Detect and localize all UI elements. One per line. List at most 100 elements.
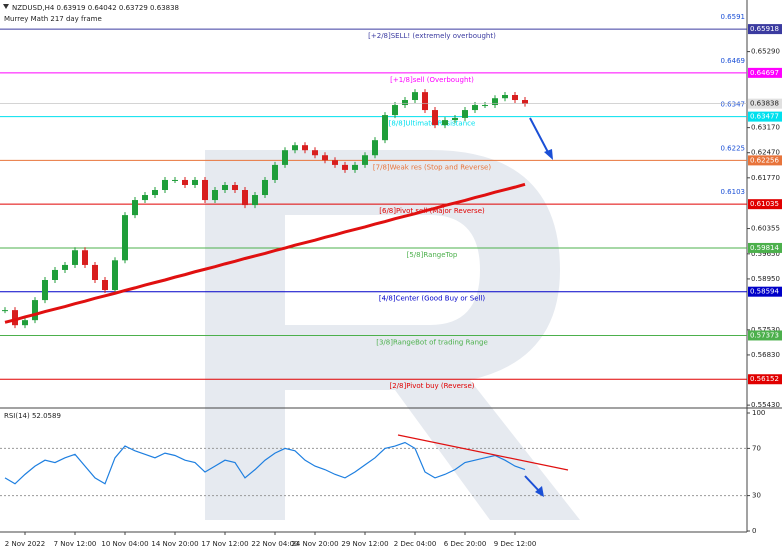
y-tick-label: 0.65290 [751,48,780,56]
candle-body [332,160,338,165]
rsi-title: RSI(14) 52.0589 [4,412,61,420]
level-value: 0.64697 [750,69,779,77]
x-tick-label: 17 Nov 12:00 [201,540,248,548]
candle-body [162,179,168,191]
candle-body [342,164,348,170]
level-value: 0.65918 [750,25,779,33]
level-label: [7/8]Weak res (Stop and Reverse) [373,163,491,171]
trend-line [397,434,569,471]
level-value-box [748,330,782,341]
y-tick-label: 0.55430 [751,401,780,409]
candle-body [212,190,218,201]
plot: 0.65290 0.63170 0.62470 0.61770 0.60355 0.596… [0,13,782,548]
price-value: 0.63838 [750,100,779,108]
level-value-box [748,67,782,78]
y-tick-label: 0.58950 [751,275,780,283]
level-value-box [748,286,782,297]
candle-body [222,184,228,191]
candle-body [62,264,68,270]
x-tick-label: 29 Nov 12:00 [341,540,388,548]
annotations [397,117,569,497]
candle-body [402,100,408,106]
candle-body [302,145,308,151]
candle-body [192,179,198,185]
rsi-tick-label: 30 [752,492,761,500]
level-value-box [748,199,782,210]
candle-body [262,179,268,196]
candle-body [142,195,148,201]
arrow-head [535,486,544,497]
candle-body [282,150,288,165]
rsi-tick-label: 100 [752,409,765,417]
level-value: 0.61035 [750,200,779,208]
rsi-tick-label: 70 [752,444,761,452]
candle-body [452,117,458,121]
candle-body [12,310,18,326]
candle-body [272,164,278,180]
level-value-box [748,24,782,35]
candle-body [482,105,488,107]
candle-body [182,179,188,185]
level-value: 0.62256 [750,156,779,164]
candle-body [372,140,378,156]
x-tick-label: 2 Dec 04:00 [394,540,437,548]
level-value: 0.63477 [750,113,779,121]
candle-body [312,150,318,156]
arrow-head [544,149,553,160]
level-big-label: 0.6347 [721,101,746,109]
candle-body [472,105,478,111]
price-box [748,98,782,109]
rsi-line [4,441,526,485]
candle-body [422,92,428,111]
x-tick-label: 24 Nov 20:00 [291,540,338,548]
x-tick-label: 10 Nov 04:00 [101,540,148,548]
rsi-tick-label: 0 [752,527,756,535]
level-value-box [748,155,782,166]
level-value-box [748,111,782,122]
y-tick-label: 0.60355 [751,225,780,233]
candle-body [242,190,248,206]
level-value-box [748,242,782,253]
arrow [524,475,541,493]
candle-body [512,94,518,101]
arrow [529,117,551,157]
x-tick-label: 22 Nov 04:00 [251,540,298,548]
level-big-label: 0.6103 [721,188,746,196]
y-tick-label: 0.57530 [751,326,780,334]
candle-body [172,179,178,181]
y-tick-label: 0.62470 [751,149,780,157]
level-value: 0.56152 [750,375,779,383]
candle-body [122,215,128,261]
candle-body [102,280,108,291]
candle-body [152,190,158,196]
candle-body [72,250,78,265]
chart-title: NZDUSD,H4 0.63919 0.64042 0.63729 0.6383… [12,4,179,12]
candle-body [232,184,238,191]
y-tick-label: 0.63170 [751,124,780,132]
moving-average [4,182,526,324]
candle-body [432,110,438,126]
candle-body [292,145,298,151]
level-label: [2/8]Pivot buy (Reverse) [390,382,475,390]
candle-body [352,164,358,170]
candle-body [502,94,508,99]
candle-body [462,110,468,118]
collapse-icon [3,4,9,9]
candle-body [442,120,448,126]
candle-body [22,320,28,326]
level-big-label: 0.6591 [721,13,746,21]
level-label: [4/8]Center (Good Buy or Sell) [379,295,486,303]
candle-body [82,250,88,265]
level-value: 0.57373 [750,331,779,339]
level-big-label: 0.6225 [721,144,746,152]
level-label: [+2/8]SELL! (extremely overbought) [368,32,496,40]
level-value-box [748,374,782,385]
level-label: [3/8]RangeBot of trading Range [376,338,488,346]
y-tick-label: 0.59650 [751,250,780,258]
candle-body [322,155,328,161]
candle-body [202,179,208,201]
chart-subtitle: Murrey Math 217 day frame [4,15,102,23]
y-tick-label: 0.56830 [751,351,780,359]
